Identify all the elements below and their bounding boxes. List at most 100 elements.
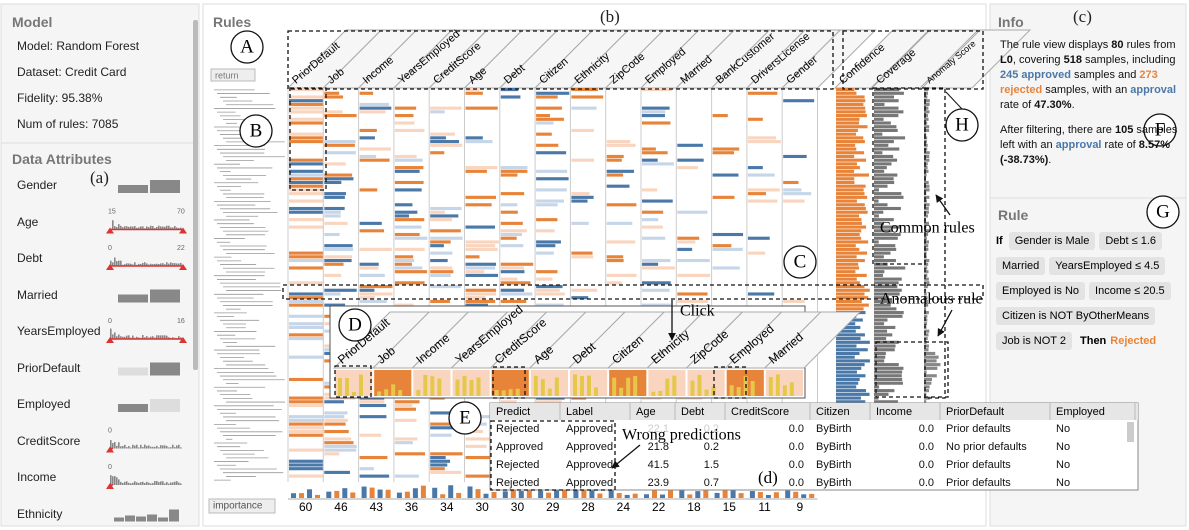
histogram-bar — [168, 483, 170, 485]
rule-cell — [394, 106, 417, 110]
rule-cell — [783, 154, 807, 159]
importance-value: 15 — [723, 500, 737, 514]
histogram-bar — [178, 482, 180, 485]
callout-circle — [783, 245, 817, 279]
coverage-bar — [874, 392, 889, 396]
coverage-bar — [874, 273, 884, 277]
histogram-bar — [126, 447, 128, 449]
histogram-bar — [144, 482, 146, 485]
importance-bar — [738, 493, 744, 498]
histogram-bar — [156, 445, 158, 449]
importance-bar — [573, 490, 579, 498]
rule-cell — [289, 303, 324, 307]
rule-cell — [571, 199, 588, 203]
rule-cell — [606, 143, 636, 147]
importance-bar — [483, 493, 489, 498]
rule-cell — [430, 229, 461, 233]
histogram-bar — [142, 263, 144, 266]
detail-bar — [515, 388, 520, 396]
importance-value: 43 — [370, 500, 384, 514]
histogram-bar — [158, 225, 160, 230]
confidence-bar — [836, 292, 865, 296]
dashed-box — [872, 87, 926, 265]
confidence-bar — [836, 229, 862, 233]
detail-bar — [775, 374, 780, 396]
panel-title: Rule — [998, 207, 1029, 223]
info-text: , covering — [1012, 54, 1064, 66]
histogram-bar — [132, 335, 134, 339]
confidence-bar — [836, 166, 860, 170]
range-handle — [106, 227, 114, 234]
histogram-bar — [140, 444, 142, 449]
rule-condition: Employed is No — [996, 282, 1086, 300]
confidence-bar — [836, 199, 857, 203]
coverage-bar — [874, 288, 902, 292]
histogram-bar — [130, 447, 132, 449]
rule-cell — [571, 195, 594, 199]
detail-bar — [626, 377, 631, 396]
range-handle — [179, 337, 187, 343]
histogram-bar — [138, 263, 140, 266]
anomaly-bar — [924, 366, 938, 370]
importance-bar — [440, 494, 446, 498]
rule-cell — [430, 106, 462, 110]
anomaly-bar — [924, 99, 930, 103]
rule-cell — [500, 299, 527, 303]
rule-cell — [289, 333, 324, 337]
attribute-name: Employed — [17, 397, 71, 411]
arrow — [935, 194, 951, 216]
rule-cell — [677, 273, 711, 277]
histogram-bar — [136, 227, 138, 230]
anomaly-bar — [924, 158, 930, 162]
importance-value: 30 — [475, 500, 489, 514]
rule-cell — [324, 173, 353, 177]
anomaly-bar — [924, 292, 927, 296]
histogram-bar — [114, 332, 116, 339]
rule-condition: YearsEmployed ≤ 4.5 — [1049, 257, 1166, 275]
rule-cell — [394, 154, 417, 159]
anomaly-bar — [924, 95, 928, 99]
rule-cell — [324, 214, 341, 218]
rule-cell — [465, 91, 483, 95]
anomaly-bar — [924, 296, 928, 300]
confidence-bar — [836, 351, 860, 356]
table-cell: 0.0 — [789, 423, 804, 435]
confidence-bar — [836, 303, 869, 307]
confidence-bar — [836, 374, 866, 378]
rule-cell — [430, 132, 455, 136]
rule-cell — [289, 474, 324, 478]
confidence-bar — [836, 288, 870, 292]
anomaly-bar — [924, 240, 929, 244]
coverage-bar — [874, 270, 885, 274]
table-cell: No — [1056, 459, 1070, 471]
confidence-bar — [836, 307, 864, 311]
rule-cell — [289, 192, 324, 196]
importance-bar — [652, 485, 657, 498]
rule-cell — [747, 173, 775, 177]
rule-cell — [783, 188, 802, 192]
histogram-bar — [112, 443, 114, 449]
rule-cell — [465, 169, 487, 173]
range-max: 22 — [177, 245, 185, 252]
model-line: Dataset: Credit Card — [17, 65, 127, 79]
rule-cell — [324, 437, 352, 441]
detail-bar — [533, 375, 538, 396]
rule-cell — [747, 292, 775, 296]
table-header-cell: Label — [566, 406, 593, 418]
histogram-bar — [124, 481, 126, 485]
table-cell: 0.0 — [789, 477, 804, 489]
anomaly-bar — [924, 314, 928, 318]
rule-condition: Income ≤ 20.5 — [1089, 282, 1171, 300]
confidence-bar — [836, 151, 865, 155]
coverage-bar — [874, 344, 896, 348]
rule-cell — [289, 132, 324, 136]
importance-bar — [420, 485, 426, 498]
histogram-bar — [110, 475, 112, 485]
detail-bar — [384, 389, 389, 396]
rule-box: If Gender is Male Debt ≤ 1.6 Married YearsEm… — [996, 232, 1186, 357]
histogram-bar — [138, 447, 140, 449]
rule-cell — [394, 188, 422, 192]
histogram-bar — [122, 227, 124, 230]
rule-cell — [359, 467, 374, 471]
histogram-bar — [142, 226, 144, 230]
